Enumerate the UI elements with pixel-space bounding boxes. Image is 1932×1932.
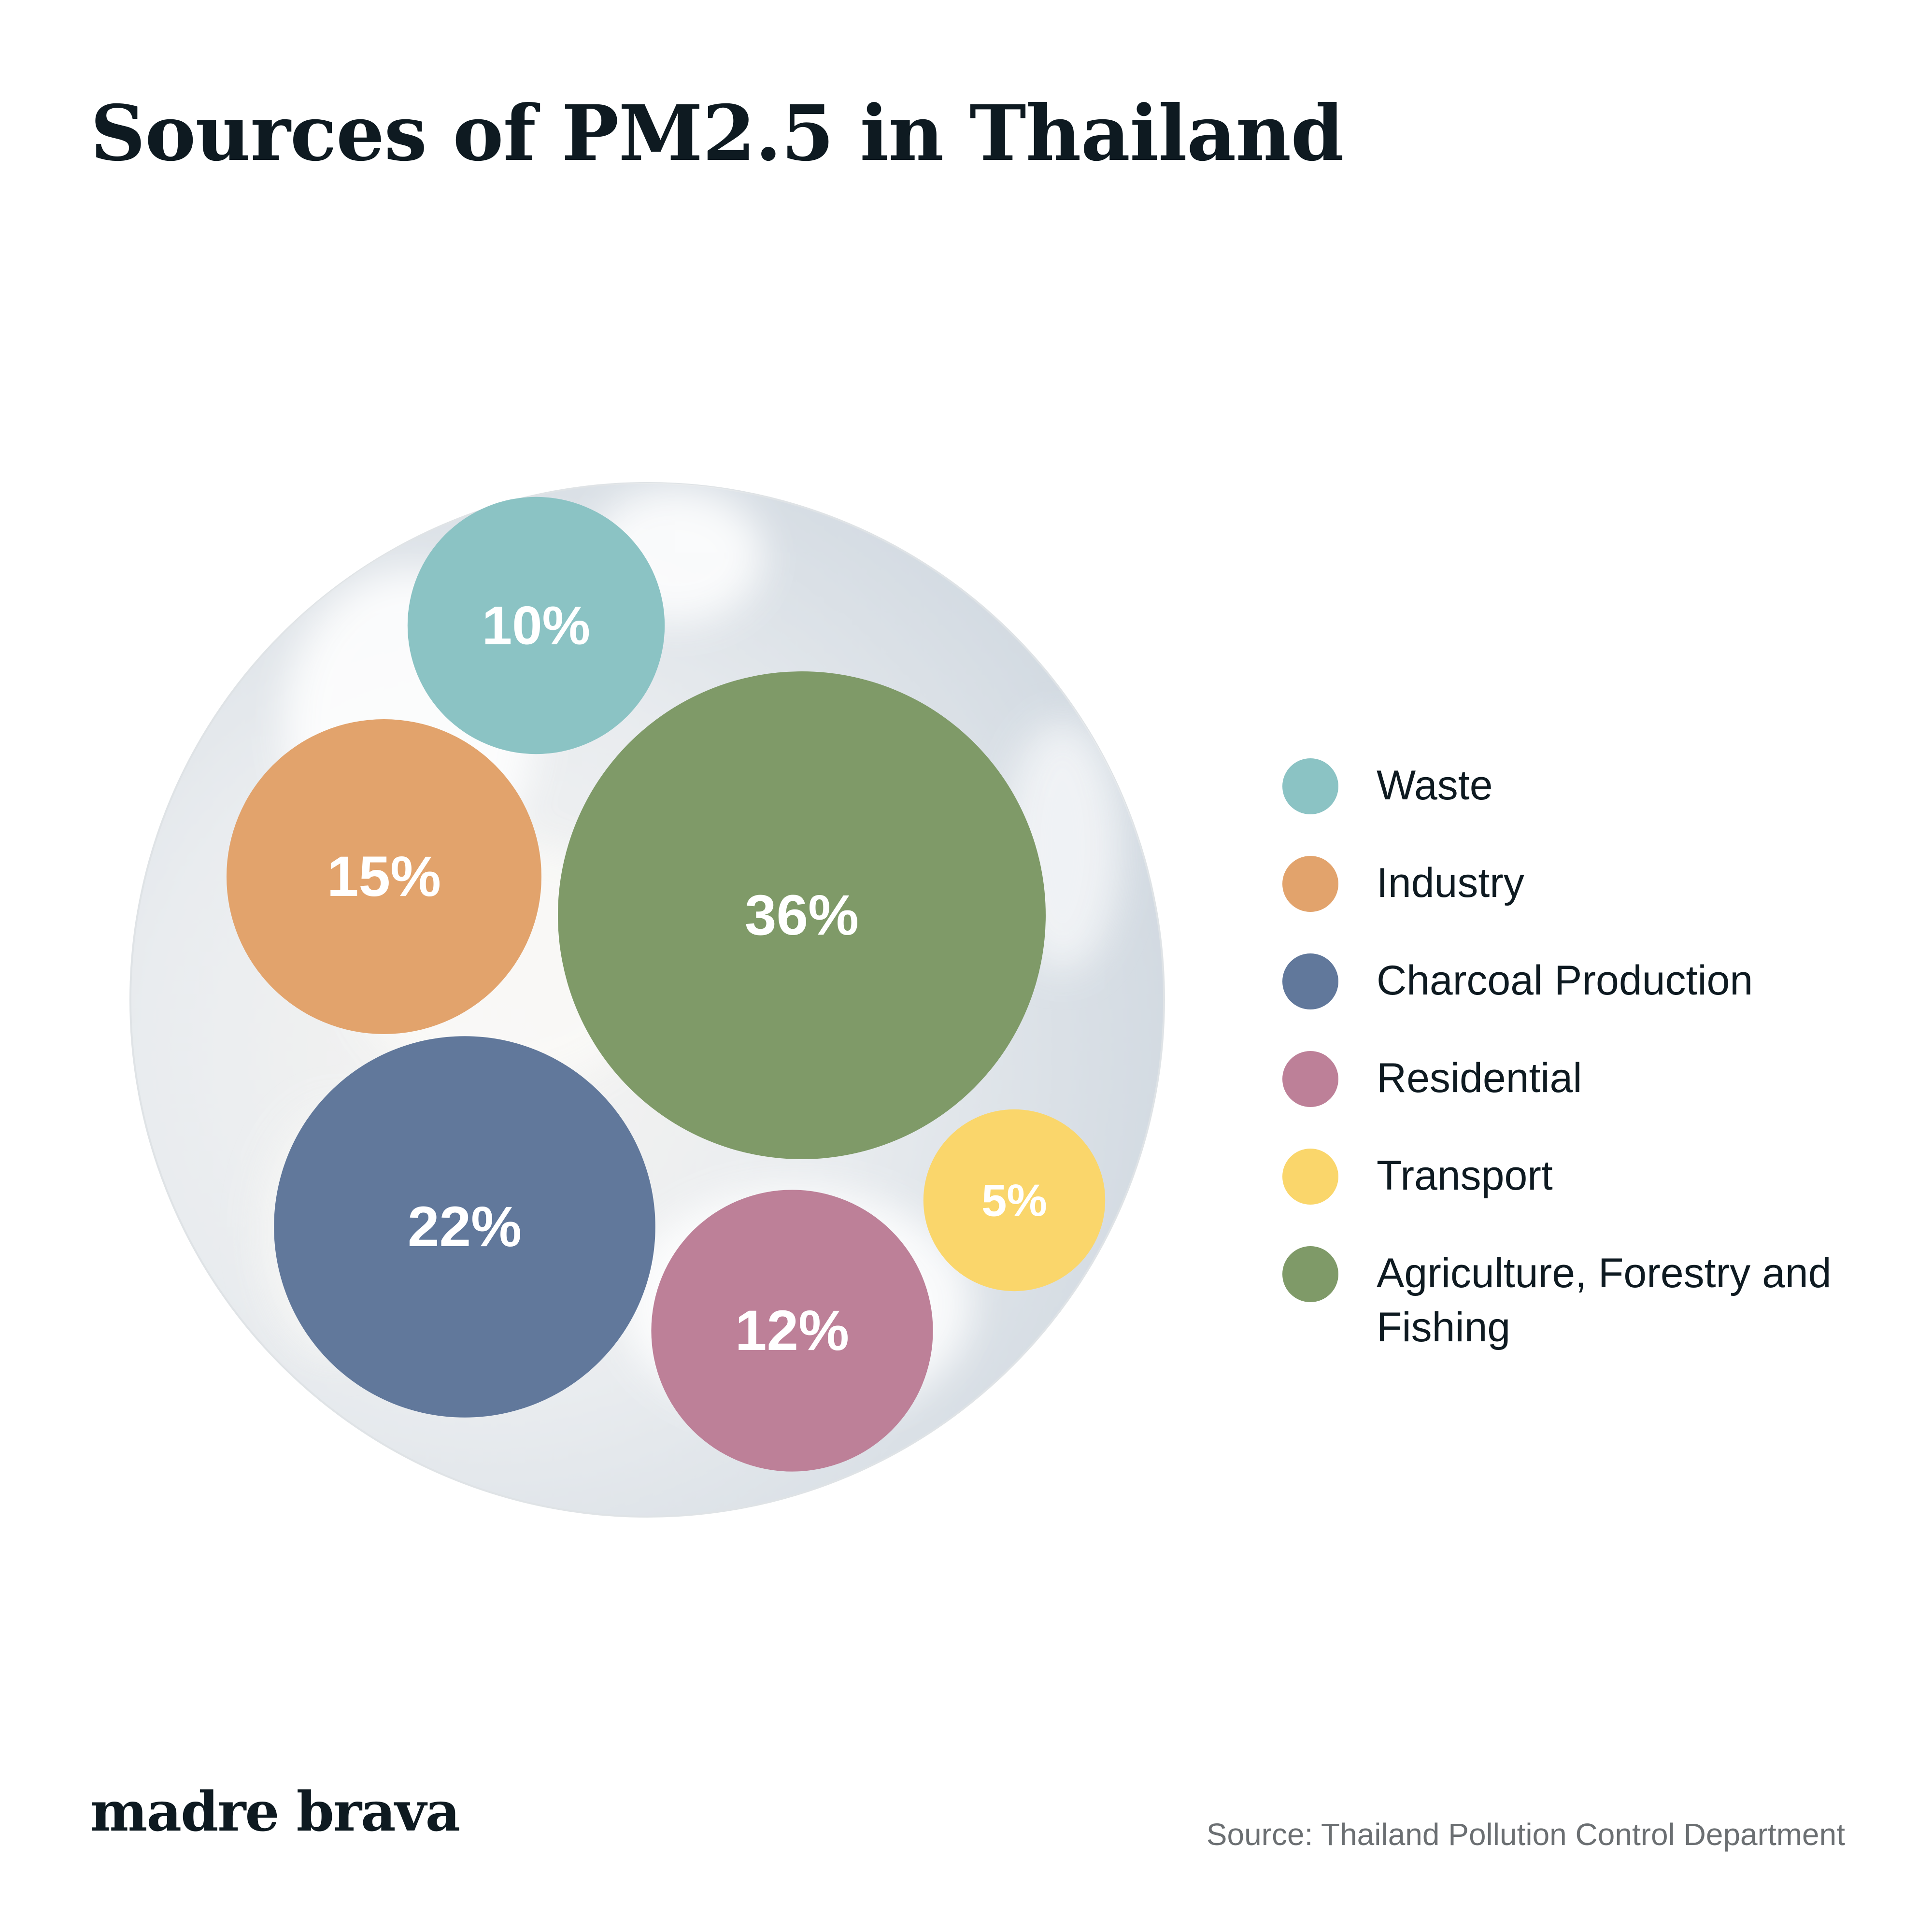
chart-title: Sources of PM2.5 in Thailand (90, 89, 1344, 178)
legend-label-transport: Transport (1377, 1152, 1553, 1199)
bubble-charcoal-production (274, 1036, 655, 1418)
legend-swatch-industry (1282, 856, 1338, 912)
bubble-label-agriculture-forestry-and-fishing: 36% (745, 883, 859, 947)
source-note: Source: Thailand Pollution Control Depar… (1206, 1817, 1845, 1852)
bubble-group: 10% 15% 22% 12% 5% 36% (227, 497, 1106, 1472)
bubble-label-transport: 5% (981, 1175, 1047, 1226)
legend-swatch-residential (1282, 1051, 1338, 1107)
legend-swatch-waste (1282, 758, 1338, 814)
legend-item-transport: Transport (1282, 1149, 1910, 1205)
legend-label-agriculture-forestry-and-fishing: Agriculture, Forestry and Fishing (1377, 1250, 1832, 1350)
legend-label-industry: Industry (1377, 860, 1524, 906)
bubble-residential (651, 1190, 933, 1472)
legend-item-agriculture-forestry-and-fishing: Agriculture, Forestry and Fishing (1282, 1246, 1910, 1354)
legend-label-charcoal-production: Charcoal Production (1377, 957, 1753, 1004)
bubble-agriculture-forestry-and-fishing (558, 671, 1046, 1159)
brand-logo: madre brava (90, 1780, 460, 1844)
bubble-industry (227, 719, 541, 1034)
legend-item-industry: Industry (1282, 856, 1910, 912)
bubble-label-residential: 12% (735, 1299, 849, 1363)
legend-swatch-agriculture-forestry-and-fishing (1282, 1246, 1338, 1302)
bubble-label-charcoal-production: 22% (408, 1195, 522, 1259)
bubble-label-waste: 10% (482, 596, 590, 656)
legend-swatch-transport (1282, 1149, 1338, 1205)
bubble-waste (407, 497, 665, 754)
bubble-transport (923, 1109, 1106, 1292)
bubble-label-industry: 15% (327, 845, 441, 909)
legend-swatch-charcoal-production (1282, 953, 1338, 1009)
legend-label-residential: Residential (1377, 1055, 1582, 1101)
legend-item-residential: Residential (1282, 1051, 1910, 1107)
legend-label-waste: Waste (1377, 762, 1493, 809)
legend-item-charcoal-production: Charcoal Production (1282, 953, 1910, 1009)
legend-item-waste: Waste (1282, 758, 1910, 814)
legend: Waste Industry Charcoal Production Resident… (1282, 758, 1910, 1398)
